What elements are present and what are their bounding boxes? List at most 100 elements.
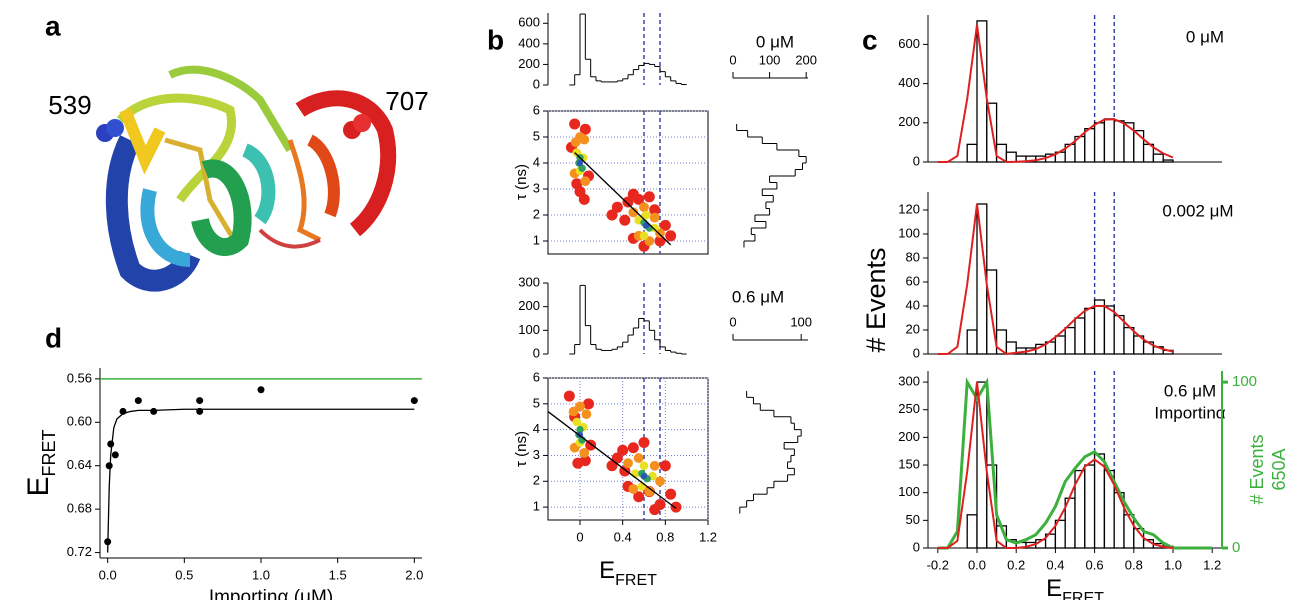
y-axis-label-sub: FRET — [39, 429, 59, 476]
y-tick-label: 300 — [898, 374, 920, 389]
histogram-bar — [1054, 335, 1066, 355]
x-tick-label: 1.2 — [699, 529, 717, 544]
y-tick-label: 2 — [533, 206, 540, 221]
data-point — [638, 437, 650, 449]
histogram-bar — [1123, 514, 1135, 549]
y-tick-label: 100 — [518, 322, 540, 337]
y-tick-label: 0 — [913, 345, 920, 360]
annotation: 0.002 μM — [1162, 201, 1233, 220]
x-tick-label: 1.5 — [329, 567, 347, 582]
data-point — [639, 461, 649, 471]
data-point — [640, 473, 648, 480]
data-point — [104, 538, 112, 546]
y-tick-label: 60 — [906, 273, 920, 288]
sphere — [353, 114, 371, 132]
data-point — [628, 484, 639, 494]
data-point — [643, 191, 655, 203]
data-point — [606, 460, 618, 472]
data-point — [581, 409, 592, 420]
x-tick-label: 0.0 — [968, 557, 986, 572]
annotation: Importinα — [1154, 403, 1225, 422]
histogram-bar — [1103, 118, 1115, 163]
x-axis-label: EFRET — [599, 557, 657, 588]
helix — [105, 135, 201, 292]
data-point — [575, 401, 585, 412]
y-tick-label: 5 — [533, 395, 540, 410]
histogram-bar — [1084, 128, 1096, 163]
fit-line — [107, 408, 415, 553]
x-tick-label: 0.8 — [1125, 557, 1143, 572]
histogram-bar — [1152, 153, 1164, 163]
data-point — [654, 235, 666, 247]
histogram-bar — [966, 514, 978, 549]
y-axis-label-text: τ (ns) — [513, 164, 530, 200]
histogram-bar — [966, 329, 978, 355]
y-tick-label: 0.64 — [67, 457, 92, 472]
x-tick-label: 100 — [759, 52, 781, 67]
x-tick-label: -0.2 — [927, 557, 949, 572]
y-tick-label: 0 — [913, 153, 920, 168]
y2-tick-label: 0 — [1232, 539, 1240, 556]
x-tick-label: 100 — [790, 314, 812, 329]
panel-label: a — [45, 10, 61, 41]
y-tick-label: 200 — [518, 56, 540, 71]
data-point — [617, 444, 629, 456]
data-point — [569, 118, 581, 130]
y-tick-label: 250 — [898, 401, 920, 416]
residue-label: 707 — [385, 86, 428, 116]
fit-line — [937, 203, 1174, 356]
y-axis-label-text: E — [22, 476, 55, 496]
y-tick-label: 0.56 — [67, 370, 92, 385]
y-tick-label: 120 — [898, 201, 920, 216]
data-point — [410, 397, 418, 405]
y-axis-label: EFRET — [22, 429, 59, 496]
annotation: 0.6 μM — [732, 287, 784, 306]
data-point — [578, 164, 586, 172]
x-tick-label: 0.4 — [614, 529, 632, 544]
residue-label: 539 — [48, 90, 91, 120]
data-point — [575, 132, 585, 142]
data-point — [637, 482, 647, 491]
data-point — [572, 457, 584, 469]
x-tick-label: 0.4 — [1046, 557, 1064, 572]
data-point — [623, 458, 633, 469]
y-tick-label: 600 — [898, 36, 920, 51]
histogram-bar — [1103, 305, 1115, 355]
data-point — [578, 193, 590, 205]
data-point — [628, 207, 639, 218]
data-point — [644, 486, 655, 497]
x-tick-label: 1.0 — [252, 567, 270, 582]
y-tick-label: 50 — [906, 512, 920, 527]
data-point — [563, 390, 575, 402]
y2-axis-label: # Events — [1247, 434, 1267, 504]
data-point — [196, 407, 204, 415]
data-point — [655, 476, 665, 487]
data-point — [580, 176, 591, 187]
x-tick-label: 0.6 — [1086, 557, 1104, 572]
y-axis-label-text: # Events — [861, 247, 891, 352]
y-tick-label: 100 — [898, 484, 920, 499]
sheet — [295, 90, 397, 237]
panel-label: b — [487, 24, 504, 55]
y-tick-label: 400 — [898, 75, 920, 90]
data-point — [105, 462, 113, 470]
data-point — [572, 417, 582, 427]
data-point — [134, 397, 142, 405]
histogram-bar — [1123, 326, 1135, 355]
data-point — [622, 196, 634, 208]
y-tick-label: 300 — [518, 274, 540, 289]
data-point — [619, 214, 631, 226]
y-tick-label: 150 — [898, 456, 920, 471]
y-tick-label: 1 — [533, 499, 540, 514]
plot-frame — [547, 110, 709, 255]
y-tick-label: 2 — [533, 473, 540, 488]
data-point — [649, 460, 660, 471]
data-point — [639, 231, 649, 241]
x-axis-label-text: E — [599, 557, 615, 584]
y-tick-label: 4 — [533, 421, 540, 436]
data-point — [583, 398, 595, 410]
y-tick-label: 6 — [533, 369, 540, 384]
histogram-bar — [1005, 151, 1017, 163]
y-tick-label: 4 — [533, 154, 540, 169]
ribbon — [168, 65, 294, 153]
